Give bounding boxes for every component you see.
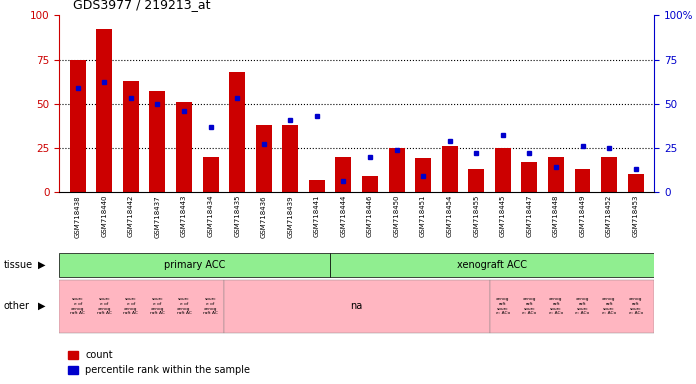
Text: GDS3977 / 219213_at: GDS3977 / 219213_at (73, 0, 211, 12)
Text: xenog
raft
sourc
e: ACo: xenog raft sourc e: ACo (628, 297, 642, 315)
Text: GSM718454: GSM718454 (447, 195, 452, 237)
Text: sourc
e of
xenog
raft AC: sourc e of xenog raft AC (97, 297, 112, 315)
Text: GSM718455: GSM718455 (473, 195, 480, 237)
Text: GSM718437: GSM718437 (155, 195, 161, 238)
Text: GSM718436: GSM718436 (261, 195, 267, 238)
Text: GSM718434: GSM718434 (207, 195, 214, 237)
Text: xenog
raft
sourc
e: ACo: xenog raft sourc e: ACo (602, 297, 616, 315)
Text: xenog
raft
sourc
e: ACo: xenog raft sourc e: ACo (549, 297, 563, 315)
Bar (203, 157, 219, 192)
Text: sourc
e of
xenog
raft AC: sourc e of xenog raft AC (123, 297, 139, 315)
FancyBboxPatch shape (59, 280, 224, 333)
Text: xenograft ACC: xenograft ACC (457, 260, 527, 270)
Text: GSM718453: GSM718453 (633, 195, 639, 237)
Text: ▶: ▶ (38, 301, 46, 311)
Text: ▶: ▶ (38, 260, 46, 270)
FancyBboxPatch shape (489, 280, 654, 333)
FancyBboxPatch shape (224, 280, 489, 333)
Text: xenog
raft
sourc
e: ACo: xenog raft sourc e: ACo (496, 297, 510, 315)
Bar (468, 169, 484, 192)
Text: other: other (3, 301, 29, 311)
Bar (495, 148, 511, 192)
Text: xenog
raft
sourc
e: ACo: xenog raft sourc e: ACo (576, 297, 590, 315)
Bar (309, 180, 325, 192)
Text: GSM718448: GSM718448 (553, 195, 559, 237)
Text: GSM718442: GSM718442 (128, 195, 134, 237)
Text: GSM718450: GSM718450 (393, 195, 400, 237)
Text: GSM718435: GSM718435 (234, 195, 240, 237)
Bar (362, 176, 378, 192)
Bar (255, 125, 271, 192)
Text: GSM718439: GSM718439 (287, 195, 293, 238)
Bar (548, 157, 564, 192)
Bar (229, 72, 245, 192)
Bar (176, 102, 192, 192)
Bar (335, 157, 351, 192)
Text: GSM718452: GSM718452 (606, 195, 612, 237)
Bar (442, 146, 458, 192)
Text: primary ACC: primary ACC (164, 260, 226, 270)
Text: GSM718440: GSM718440 (102, 195, 107, 237)
Bar (601, 157, 617, 192)
Bar (574, 169, 590, 192)
Text: GSM718438: GSM718438 (74, 195, 81, 238)
Text: sourc
e of
xenog
raft AC: sourc e of xenog raft AC (150, 297, 165, 315)
Text: GSM718449: GSM718449 (580, 195, 585, 237)
FancyBboxPatch shape (330, 253, 654, 277)
Text: GSM718444: GSM718444 (340, 195, 347, 237)
Text: GSM718446: GSM718446 (367, 195, 373, 237)
Bar (70, 60, 86, 192)
Bar (123, 81, 139, 192)
Text: GSM718441: GSM718441 (314, 195, 320, 237)
Text: sourc
e of
xenog
raft AC: sourc e of xenog raft AC (70, 297, 85, 315)
Bar (628, 174, 644, 192)
Bar (521, 162, 537, 192)
Bar (150, 91, 166, 192)
Text: tissue: tissue (3, 260, 33, 270)
Text: xenog
raft
sourc
e: ACo: xenog raft sourc e: ACo (522, 297, 537, 315)
Text: GSM718445: GSM718445 (500, 195, 506, 237)
Text: GSM718451: GSM718451 (420, 195, 426, 237)
Bar (283, 125, 299, 192)
Legend: count, percentile rank within the sample: count, percentile rank within the sample (64, 346, 254, 379)
Text: sourc
e of
xenog
raft AC: sourc e of xenog raft AC (177, 297, 191, 315)
Text: GSM718443: GSM718443 (181, 195, 187, 237)
Bar (415, 159, 431, 192)
FancyBboxPatch shape (59, 253, 330, 277)
Bar (96, 30, 112, 192)
Bar (388, 148, 404, 192)
Text: sourc
e of
xenog
raft AC: sourc e of xenog raft AC (203, 297, 218, 315)
Text: GSM718447: GSM718447 (526, 195, 532, 237)
Text: na: na (351, 301, 363, 311)
